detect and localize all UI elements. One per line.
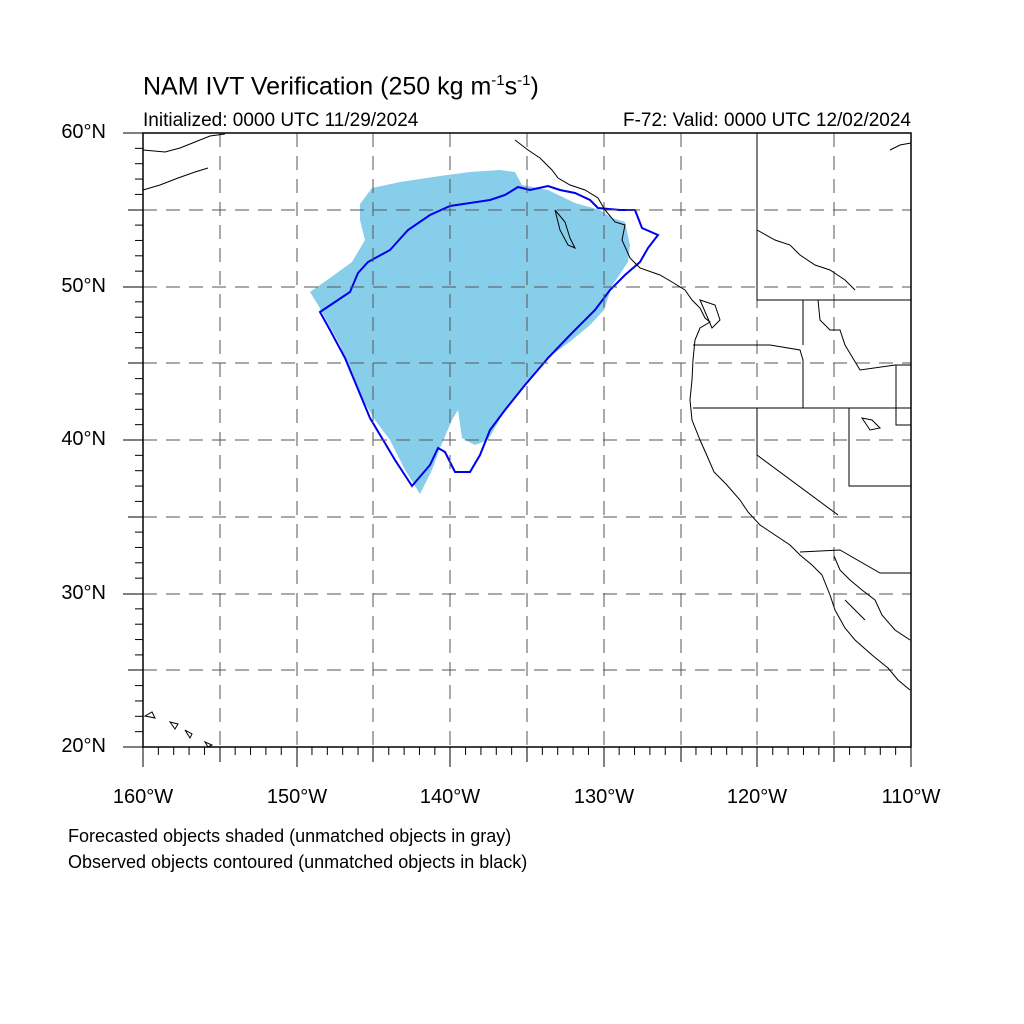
lon-label-110w: 110°W	[881, 786, 941, 808]
lon-label-120w: 120°W	[726, 786, 788, 808]
lat-label-30n: 30°N	[61, 582, 106, 604]
map-title: NAM IVT Verification (250 kg m-1s-1)	[143, 72, 539, 101]
lat-label-20n: 20°N	[61, 735, 106, 757]
forecast-legend-note: Forecasted objects shaded (unmatched obj…	[68, 826, 512, 846]
coastline	[142, 133, 912, 748]
lon-label-150w: 150°W	[266, 786, 328, 808]
lat-label-60n: 60°N	[61, 121, 106, 143]
lon-label-160w: 160°W	[112, 786, 174, 808]
valid-time-label: F-72: Valid: 0000 UTC 12/02/2024	[623, 110, 911, 131]
lat-label-40n: 40°N	[61, 428, 106, 450]
lat-label-50n: 50°N	[61, 275, 106, 297]
observed-legend-note: Observed objects contoured (unmatched ob…	[68, 852, 528, 872]
lon-label-140w: 140°W	[419, 786, 481, 808]
axis-ticks	[123, 132, 912, 767]
forecast-object-shade	[310, 170, 630, 494]
minor-ticks	[135, 147, 897, 755]
initialized-label: Initialized: 0000 UTC 11/29/2024	[143, 110, 419, 131]
lat-lon-grid	[143, 133, 911, 747]
observed-object-contour	[318, 184, 660, 488]
lon-label-130w: 130°W	[573, 786, 635, 808]
